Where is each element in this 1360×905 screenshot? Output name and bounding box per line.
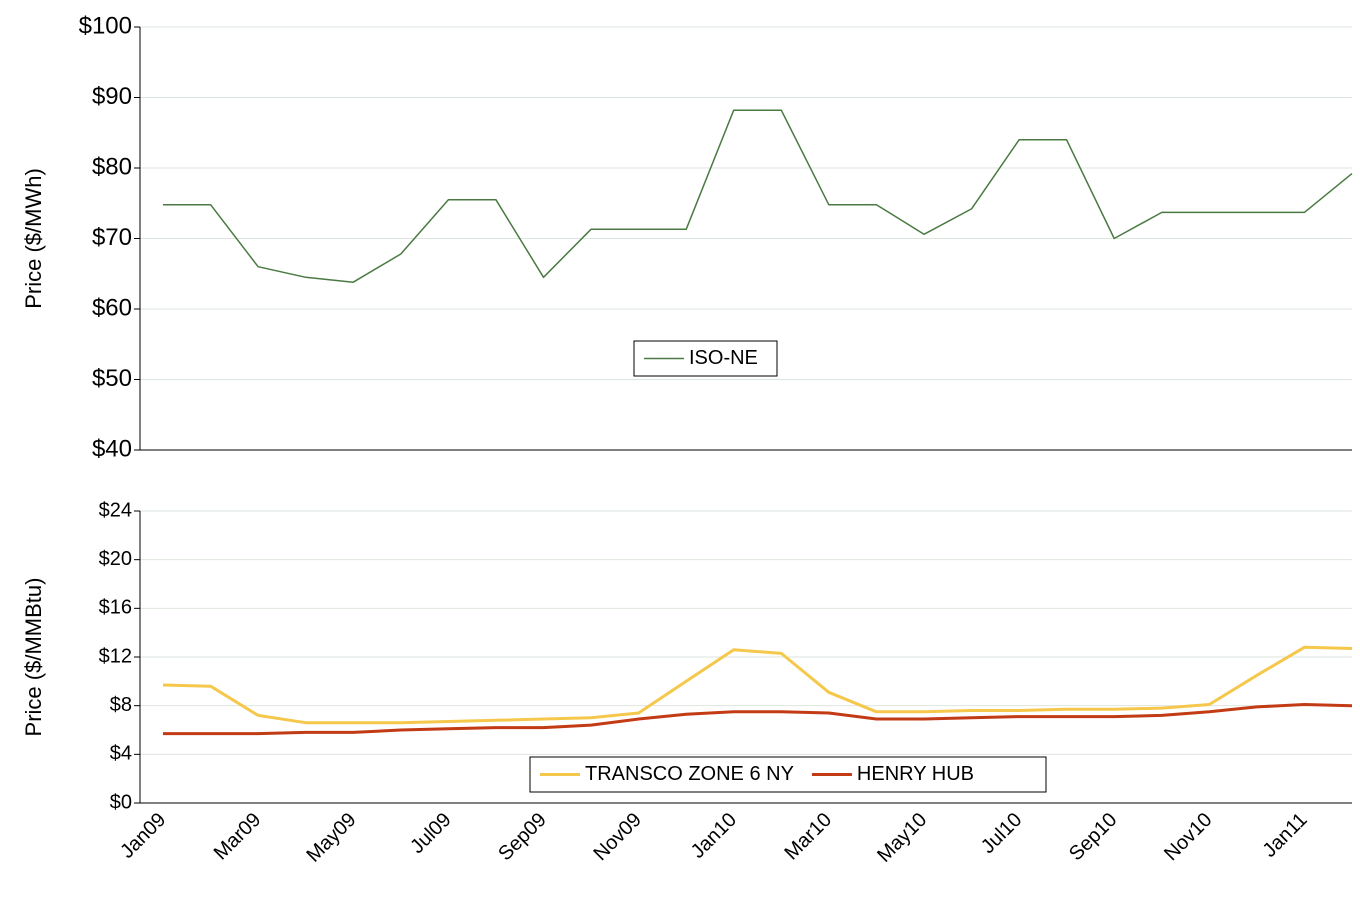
x-tick-label: Jul10 [977, 809, 1026, 858]
x-tick-label: Jul09 [406, 809, 455, 858]
y-tick-label: $8 [110, 694, 132, 716]
x-tick-label: Sep09 [494, 809, 550, 865]
x-tick-label: May09 [303, 809, 361, 867]
y-tick-label: $100 [79, 12, 132, 39]
x-tick-label: May10 [873, 809, 931, 867]
legend-label: HENRY HUB [857, 763, 974, 785]
x-tick-label: Mar09 [210, 809, 266, 865]
y-tick-label: $80 [92, 153, 132, 180]
legend-box [529, 756, 1047, 793]
y-tick-label: $90 [92, 83, 132, 110]
x-tick-label: Jan09 [116, 809, 170, 863]
y-tick-label: $40 [92, 435, 132, 462]
y-tick-label: $16 [99, 597, 132, 619]
y-tick-label: $60 [92, 294, 132, 321]
legend-label: ISO-NE [689, 347, 758, 369]
x-tick-label: Sep10 [1065, 809, 1121, 865]
y-tick-label: $0 [110, 791, 132, 813]
y-tick-label: $24 [99, 499, 132, 521]
y-tick-label: $12 [99, 645, 132, 667]
y-tick-label: $70 [92, 224, 132, 251]
y-tick-label: $20 [99, 548, 132, 570]
y-tick-label: $50 [92, 365, 132, 392]
x-tick-label: Jan11 [1259, 809, 1312, 862]
x-tick-label: Mar10 [780, 809, 836, 865]
legend-label: TRANSCO ZONE 6 NY [585, 763, 794, 785]
x-tick-label: Nov09 [589, 809, 645, 865]
line-series [163, 703, 1353, 736]
y-axis-label: Price ($/MMBtu) [21, 578, 46, 737]
y-axis-label: Price ($/MWh) [21, 168, 46, 309]
x-tick-label: Jan10 [687, 809, 741, 863]
line-series [163, 109, 1353, 283]
x-tick-label: Nov10 [1160, 809, 1216, 865]
line-series [162, 645, 1353, 725]
y-tick-label: $4 [110, 743, 132, 765]
